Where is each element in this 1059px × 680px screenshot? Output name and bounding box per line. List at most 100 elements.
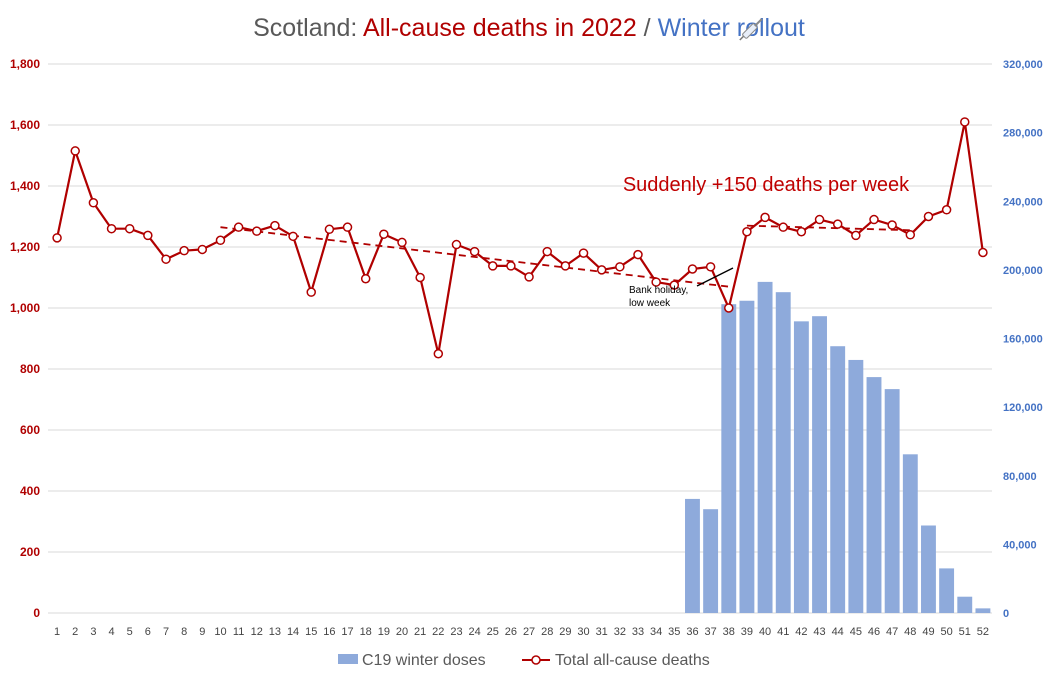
x-tick-label: 13 (269, 626, 281, 638)
annotation-pointer (696, 267, 734, 287)
deaths-point (288, 231, 298, 242)
deaths-point (88, 198, 99, 208)
legend: C19 winter doses Total all-cause deaths (338, 652, 710, 669)
x-tick-label: 12 (251, 626, 263, 638)
deaths-point (70, 146, 80, 156)
x-tick-label: 42 (795, 626, 807, 638)
dose-bar (812, 316, 827, 613)
deaths-point (705, 262, 716, 272)
x-tick-label: 19 (378, 626, 390, 638)
dose-bar (703, 509, 719, 613)
deaths-point (542, 246, 552, 257)
x-tick-label: 14 (287, 626, 299, 638)
deaths-point (524, 272, 534, 282)
dose-bar (848, 359, 864, 613)
deaths-point (978, 247, 988, 258)
x-tick-label: 29 (559, 626, 571, 638)
deaths-point (596, 265, 607, 275)
left-tick-label: 1,600 (10, 118, 40, 132)
x-tick-label: 37 (704, 626, 716, 638)
right-tick-label: 200,000 (1003, 265, 1043, 277)
deaths-point (415, 272, 425, 283)
x-tick-label: 32 (614, 626, 626, 638)
x-tick-label: 51 (959, 626, 971, 638)
deaths-point (905, 230, 916, 240)
syringe-plunger (754, 18, 763, 27)
dose-bar (793, 321, 809, 613)
x-tick-label: 17 (341, 626, 353, 638)
x-tick-label: 5 (127, 626, 133, 638)
deaths-point (832, 219, 843, 229)
dose-bar (830, 346, 846, 613)
deaths-point (379, 229, 389, 239)
right-tick-label: 280,000 (1003, 128, 1043, 140)
x-tick-label: 16 (323, 626, 335, 638)
dose-bar (757, 281, 773, 613)
x-tick-label: 6 (145, 626, 151, 638)
left-tick-label: 400 (20, 484, 40, 498)
right-tick-label: 320,000 (1003, 59, 1043, 71)
x-tick-label: 10 (214, 626, 226, 638)
deaths-point (923, 211, 934, 222)
right-tick-label: 240,000 (1003, 196, 1043, 208)
x-tick-label: 27 (523, 626, 535, 638)
deaths-point (941, 205, 952, 215)
x-tick-label: 41 (777, 626, 789, 638)
deaths-point (760, 212, 770, 223)
x-tick-label: 20 (396, 626, 408, 638)
x-tick-label: 2 (72, 626, 78, 638)
left-tick-label: 600 (20, 423, 40, 437)
legend-marker-deaths (531, 655, 541, 665)
deaths-point (233, 222, 244, 232)
x-tick-label: 3 (90, 626, 96, 638)
deaths-point (342, 222, 353, 232)
deaths-point (851, 230, 861, 241)
dose-bar (939, 568, 955, 613)
annotation-headline: Suddenly +150 deaths per week (623, 174, 910, 196)
right-tick-label: 80,000 (1003, 471, 1037, 483)
deaths-point (560, 261, 571, 271)
doses-bars (685, 281, 991, 613)
x-tick-label: 24 (468, 626, 480, 638)
trendline (746, 224, 911, 232)
deaths-series-line (56, 120, 984, 355)
chart-title: Scotland: All-cause deaths in 2022 / Win… (253, 14, 805, 42)
dose-bar (685, 498, 700, 613)
x-tick-label: 23 (450, 626, 462, 638)
deaths-point (669, 280, 680, 290)
right-axis: 0 40,000 80,000 120,000 160,000 200,000 240,00… (1003, 59, 1043, 620)
syringe-icon (739, 18, 763, 41)
x-tick-label: 49 (922, 626, 934, 638)
deaths-point (451, 239, 462, 250)
dose-bar (739, 300, 755, 613)
x-tick-label: 21 (414, 626, 426, 638)
x-tick-label: 15 (305, 626, 317, 638)
x-tick-label: 50 (940, 626, 952, 638)
x-tick-label: 1 (54, 626, 60, 638)
dose-bar (921, 525, 936, 613)
dose-bar (721, 304, 737, 613)
deaths-point (488, 261, 498, 271)
x-tick-label: 8 (181, 626, 187, 638)
x-tick-label: 11 (233, 626, 244, 638)
deaths-point (578, 248, 589, 258)
deaths-point (796, 227, 807, 237)
left-tick-label: 1,200 (10, 240, 40, 254)
x-tick-label: 26 (505, 626, 517, 638)
x-tick-label: 48 (904, 626, 916, 638)
x-tick-label: 18 (360, 626, 372, 638)
deaths-point (52, 233, 62, 243)
deaths-point (124, 223, 135, 234)
legend-swatch-doses (338, 654, 358, 664)
x-tick-label: 36 (686, 626, 698, 638)
deaths-point (469, 246, 480, 257)
x-tick-label: 39 (741, 626, 753, 638)
title-main: All-cause deaths in 2022 (363, 14, 637, 42)
deaths-point (306, 287, 316, 297)
deaths-point (197, 244, 208, 255)
deaths-point (179, 245, 189, 256)
deaths-point (106, 223, 117, 234)
trendline (220, 226, 729, 288)
dose-bar (902, 454, 918, 613)
deaths-point (960, 117, 970, 127)
